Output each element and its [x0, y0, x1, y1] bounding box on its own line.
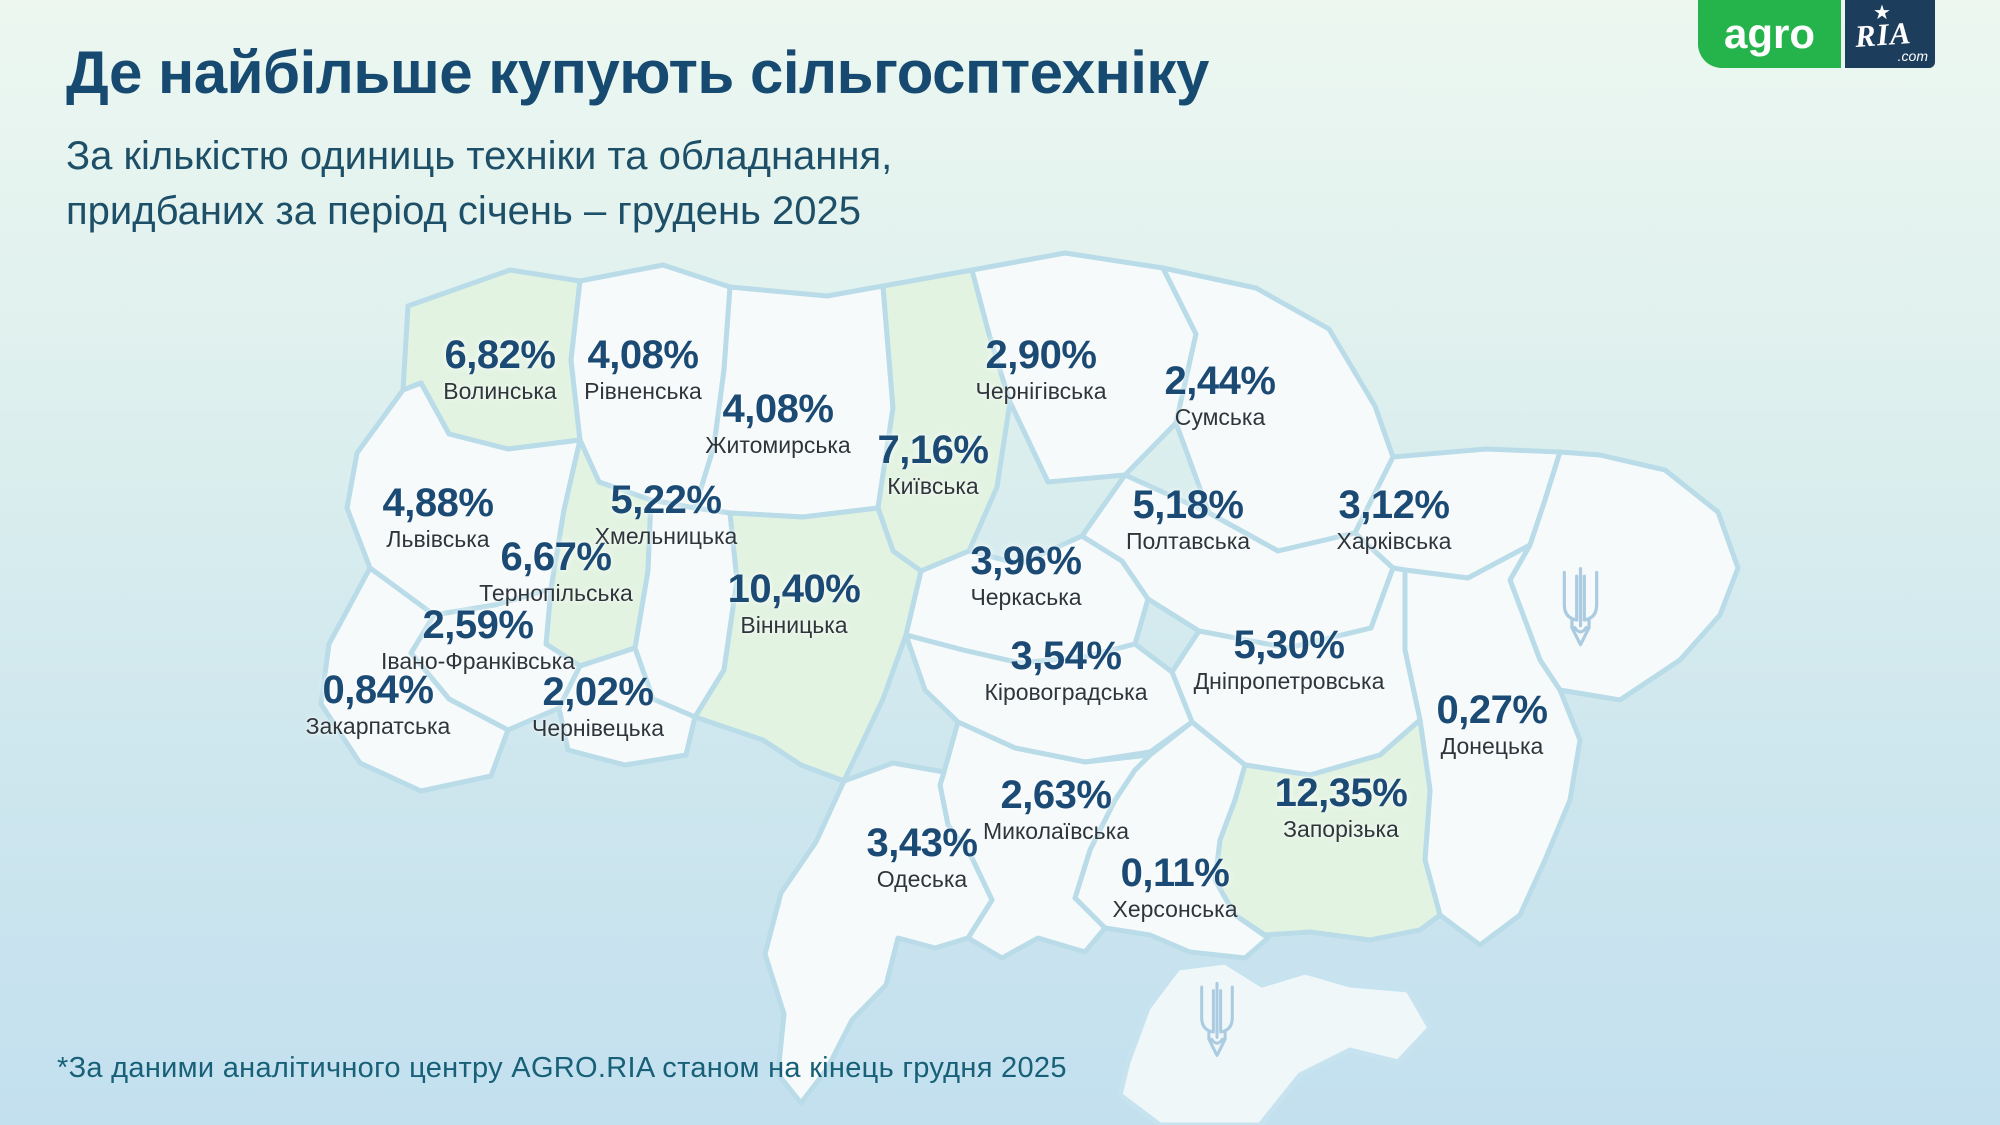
region-label-ivano-frankivska: 2,59% Івано-Франківська: [381, 604, 575, 676]
region-label-vinnytska: 10,40% Вінницька: [728, 568, 861, 640]
region-percent: 3,43%: [866, 821, 978, 866]
region-percent: 12,35%: [1274, 770, 1408, 815]
region-name: Кіровоградська: [984, 678, 1148, 705]
region-percent: 2,02%: [542, 669, 654, 714]
region-shape-odeska: [762, 760, 995, 1106]
region-name: Чернівецька: [532, 714, 664, 741]
region-percent: 6,67%: [500, 534, 612, 579]
region-label-ternopilska: 6,67% Тернопільська: [479, 536, 633, 608]
region-name: Тернопільська: [479, 579, 633, 606]
region-name: Полтавська: [1125, 527, 1251, 554]
region-label-zakarpatska: 0,84% Закарпатська: [306, 669, 451, 741]
region-percent: 2,44%: [1164, 359, 1276, 403]
region-name: Запорізька: [1283, 815, 1399, 842]
region-label-rivnenska: 4,08% Рівненська: [584, 334, 702, 406]
region-name: Закарпатська: [305, 713, 451, 740]
region-label-khmelnytska: 5,22% Хмельницька: [595, 479, 738, 551]
region-label-chernihivska: 2,90% Чернігівська: [975, 334, 1106, 406]
tryzub-icon: [1200, 981, 1234, 1057]
region-label-zaporizka: 12,35% Запорізька: [1275, 772, 1408, 844]
region-name: Херсонська: [1112, 895, 1238, 922]
region-percent: 6,82%: [444, 333, 556, 378]
agro-logo-block: agro: [1698, 0, 1841, 68]
agro-ria-logo: agro ★ RIA .com: [1698, 0, 1935, 68]
region-name: Івано-Франківська: [380, 648, 576, 675]
region-shape-zakarpatska: [318, 565, 511, 794]
region-name: Сумська: [1174, 404, 1266, 430]
region-percent: 0,11%: [1120, 850, 1230, 895]
source-note: *За даними аналітичного центру AGRO.RIA …: [57, 1052, 1067, 1084]
tryzub-icon: [1562, 567, 1599, 647]
region-label-kyivska: 7,16% Київська: [878, 429, 989, 501]
region-percent: 4,88%: [382, 480, 494, 525]
region-percent: 4,08%: [722, 387, 834, 432]
region-label-zhytomyrska: 4,08% Житомирська: [705, 388, 850, 460]
region-percent: 5,18%: [1132, 482, 1244, 527]
star-icon: ★: [1873, 2, 1891, 24]
page-subtitle: За кількістю одиниць техніки та обладнан…: [66, 129, 1209, 239]
region-percent: 2,90%: [985, 333, 1097, 378]
region-name: Дніпропетровська: [1193, 668, 1385, 695]
region-label-odeska: 3,43% Одеська: [867, 822, 978, 894]
region-name: Житомирська: [705, 432, 851, 459]
region-label-lvivska: 4,88% Львівська: [383, 482, 494, 554]
region-label-cherkaska: 3,96% Черкаська: [970, 539, 1082, 612]
region-name: Хмельницька: [594, 523, 738, 550]
region-shape-vinnytska: [692, 505, 924, 784]
page-title: Де найбільше купують сільгосптехніку: [66, 39, 1209, 106]
region-label-poltavska: 5,18% Полтавська: [1126, 484, 1250, 556]
region-label-mykolaivska: 2,63% Миколаївська: [983, 774, 1129, 846]
region-label-volynska: 6,82% Волинська: [443, 334, 556, 406]
region-name: Черкаська: [970, 584, 1082, 610]
region-name: Рівненська: [584, 378, 702, 405]
region-name: Київська: [887, 472, 979, 499]
region-label-donetska: 0,27% Донецька: [1437, 689, 1548, 761]
region-label-dnipropetrovska: 5,30% Дніпропетровська: [1194, 624, 1385, 696]
region-name: Чернігівська: [975, 378, 1107, 405]
region-percent: 5,30%: [1233, 623, 1345, 668]
ria-com-text: .com: [1897, 48, 1928, 64]
region-label-chernivetska: 2,02% Чернівецька: [532, 671, 664, 743]
region-label-kirovohradska: 3,54% Кіровоградська: [984, 635, 1147, 707]
region-name: Харківська: [1336, 527, 1452, 554]
region-percent: 3,12%: [1338, 482, 1450, 527]
region-shape-crimea: [1117, 959, 1433, 1125]
region-percent: 5,22%: [610, 478, 722, 523]
region-percent: 10,40%: [727, 567, 861, 612]
region-name: Одеська: [876, 866, 968, 893]
region-name: Львівська: [386, 525, 490, 552]
region-name: Волинська: [443, 378, 557, 405]
region-percent: 4,08%: [587, 333, 699, 378]
region-name: Миколаївська: [982, 818, 1130, 844]
ria-logo-block: ★ RIA .com: [1845, 0, 1935, 68]
region-label-khersonska: 0,11% Херсонська: [1112, 852, 1237, 924]
subtitle-line-1: За кількістю одиниць техніки та обладнан…: [66, 134, 893, 178]
region-percent: 3,54%: [1010, 633, 1122, 678]
region-label-sumska: 2,44% Сумська: [1165, 360, 1276, 432]
region-percent: 2,63%: [1000, 773, 1112, 817]
region-percent: 3,96%: [970, 539, 1082, 583]
region-shape-chernihivska: [969, 250, 1199, 485]
header: Де найбільше купують сільгосптехніку За …: [66, 38, 1209, 239]
region-name: Донецька: [1440, 732, 1544, 759]
region-percent: 0,84%: [322, 668, 434, 713]
region-percent: 7,16%: [877, 427, 989, 472]
subtitle-line-2: придбаних за період січень – грудень 202…: [66, 189, 861, 233]
region-label-kharkivska: 3,12% Харківська: [1337, 484, 1452, 556]
region-name: Вінницька: [740, 612, 848, 639]
region-percent: 2,59%: [422, 603, 534, 648]
region-percent: 0,27%: [1436, 687, 1548, 732]
